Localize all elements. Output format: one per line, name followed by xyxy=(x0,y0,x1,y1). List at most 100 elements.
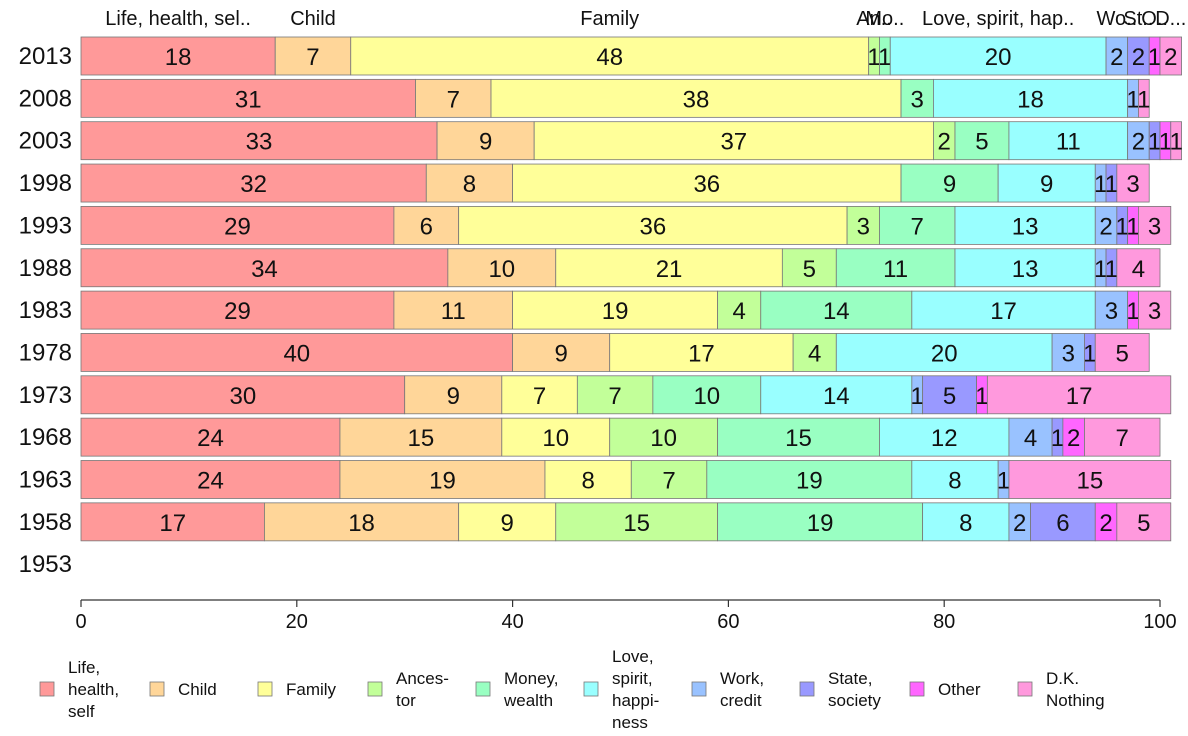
legend-label: Nothing xyxy=(1046,691,1105,710)
data-label: 37 xyxy=(720,129,747,156)
data-label: 1 xyxy=(975,383,988,410)
bar-segment xyxy=(512,163,902,203)
data-label: 2 xyxy=(1099,510,1112,537)
year-label: 1983 xyxy=(19,297,72,324)
data-label: 7 xyxy=(306,44,319,71)
legend-label: self xyxy=(68,702,95,721)
bar-segment xyxy=(1008,460,1172,499)
bar-segment xyxy=(80,248,449,288)
data-label: 17 xyxy=(688,340,715,367)
bar-segment xyxy=(630,460,708,499)
bar-segment xyxy=(458,502,557,542)
data-label: 20 xyxy=(985,44,1012,71)
legend-swatch xyxy=(583,681,599,697)
data-label: 10 xyxy=(488,256,515,283)
bar-segment xyxy=(80,205,395,245)
bar-segment xyxy=(576,375,654,415)
data-label: 9 xyxy=(501,510,514,537)
legend-swatch xyxy=(1017,681,1033,697)
data-label: 11 xyxy=(883,256,908,283)
legend-label: State, xyxy=(828,669,872,688)
data-label: 1 xyxy=(1148,44,1161,71)
data-label: 9 xyxy=(554,340,567,367)
bar-segment xyxy=(879,417,1010,457)
data-label: 5 xyxy=(803,256,816,283)
year-label: 2003 xyxy=(19,128,72,155)
data-label: 30 xyxy=(229,383,256,410)
bar-segment xyxy=(1116,163,1150,203)
bar-segment xyxy=(760,375,913,415)
year-label: 1958 xyxy=(19,509,72,536)
data-label: 6 xyxy=(1056,510,1069,537)
bar-segment xyxy=(80,163,427,203)
bar-segment xyxy=(1094,333,1150,372)
data-label: 3 xyxy=(1062,340,1075,367)
data-label: 17 xyxy=(159,510,186,537)
data-label: 24 xyxy=(197,425,224,452)
top-category-label: O.. xyxy=(1141,8,1168,30)
bar-segment xyxy=(609,417,719,457)
bar-segment xyxy=(436,121,535,161)
legend-swatch xyxy=(691,681,707,697)
year-label: 1963 xyxy=(19,467,72,494)
bar-segment xyxy=(274,36,352,76)
bar-segment xyxy=(889,36,1107,76)
bar-segment xyxy=(80,460,341,499)
data-label: 4 xyxy=(733,298,746,325)
year-axis-labels: 2013 2008 2003 1998 1993 1988 1983 1978 1973 1968… xyxy=(19,43,72,578)
data-label: 24 xyxy=(197,468,224,495)
legend-label: spirit, xyxy=(612,669,653,688)
data-label: 2 xyxy=(1132,129,1145,156)
data-label: 6 xyxy=(420,213,433,240)
bar-segment xyxy=(1138,78,1150,118)
bar-segment xyxy=(1138,290,1172,330)
top-category-label: Child xyxy=(290,8,336,30)
data-label: 14 xyxy=(823,298,850,325)
bar-segment xyxy=(425,163,513,203)
data-label: 38 xyxy=(683,86,710,113)
data-label: 11 xyxy=(1056,129,1081,156)
data-label: 32 xyxy=(240,171,267,198)
data-label: 7 xyxy=(1116,425,1129,452)
top-category-label: St.. xyxy=(1123,8,1153,30)
bar-segment xyxy=(80,417,341,457)
top-category-label: Wo.. xyxy=(1096,8,1137,30)
legend-swatch xyxy=(799,681,815,697)
data-label: 9 xyxy=(1040,171,1053,198)
bar-segment xyxy=(922,375,977,415)
bar-segment xyxy=(80,290,395,330)
data-label: 36 xyxy=(693,171,720,198)
data-label: 1 xyxy=(1094,256,1107,283)
data-label: 3 xyxy=(911,86,924,113)
bar-segment xyxy=(1116,248,1161,288)
data-label: 7 xyxy=(608,383,621,410)
legend-label: society xyxy=(828,691,881,710)
data-label: 2 xyxy=(938,129,951,156)
x-axis: 0 20 40 60 80 100 xyxy=(75,599,1177,633)
data-label: 20 xyxy=(931,340,958,367)
bar-segment xyxy=(911,290,1096,330)
data-label: 29 xyxy=(224,213,251,240)
legend-label: Love, xyxy=(612,647,654,666)
data-label: 29 xyxy=(224,298,251,325)
data-label: 7 xyxy=(533,383,546,410)
bar-segment xyxy=(911,460,999,499)
top-category-label: Family xyxy=(580,8,639,30)
legend: Life, health, self Child Family Ances-tor Mone… xyxy=(39,647,1105,732)
data-label: 1 xyxy=(1116,213,1129,240)
data-label: 18 xyxy=(165,44,192,71)
bar-segment xyxy=(80,121,438,161)
data-label: 9 xyxy=(447,383,460,410)
data-label: 18 xyxy=(348,510,375,537)
legend-label: happi- xyxy=(612,691,659,710)
bar-segment xyxy=(339,417,503,457)
data-label: 4 xyxy=(1132,256,1145,283)
legend-swatch xyxy=(257,681,273,697)
data-label: 10 xyxy=(542,425,569,452)
bar-segment xyxy=(393,205,460,245)
data-label: 11 xyxy=(441,298,466,325)
data-label: 13 xyxy=(1012,256,1039,283)
data-label: 1 xyxy=(1105,171,1118,198)
legend-label: Ances- xyxy=(396,669,449,688)
